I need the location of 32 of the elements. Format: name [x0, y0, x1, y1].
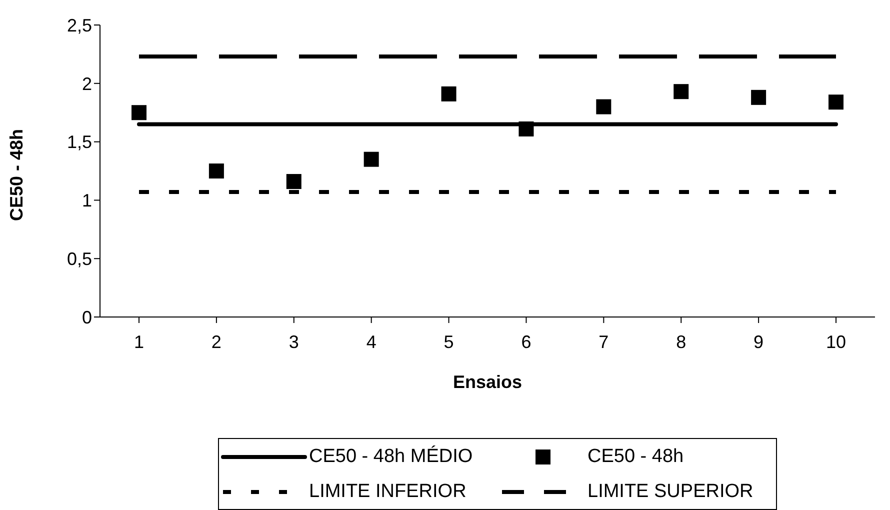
x-tick-label: 8: [676, 332, 686, 352]
x-tick-label: 5: [444, 332, 454, 352]
legend-label: LIMITE SUPERIOR: [588, 480, 754, 502]
x-tick-label: 9: [754, 332, 764, 352]
point: [596, 99, 612, 114]
x-tick-label: 4: [366, 332, 376, 352]
y-tick-label: 1,5: [66, 132, 92, 152]
x-tick-label: 6: [521, 332, 532, 352]
y-tick-label: 2: [82, 74, 92, 94]
point: [208, 164, 224, 178]
legend-label: CE50 - 48h MÉDIO: [309, 446, 473, 468]
point: [286, 174, 302, 190]
x-axis-title: Ensaios: [452, 372, 522, 392]
x-tick-label: 2: [211, 332, 222, 352]
x-tick-label: 7: [598, 332, 609, 352]
point: [364, 152, 379, 167]
x-tick-label: 3: [288, 332, 299, 352]
x-tick-label: 10: [826, 332, 846, 352]
legend-label: CE50 - 48h: [588, 446, 684, 468]
point: [828, 94, 844, 110]
y-tick-label: 0: [82, 307, 92, 328]
y-tick-label: 2,5: [66, 15, 92, 36]
point: [751, 90, 766, 105]
legend-label: LIMITE INFERIOR: [309, 480, 466, 502]
y-axis-title: CE50 - 48h: [6, 128, 26, 221]
point: [674, 84, 689, 100]
x-tick-label: 1: [134, 332, 144, 352]
y-tick-label: 1: [82, 190, 92, 211]
point: [441, 86, 456, 102]
point: [518, 121, 534, 136]
point: [132, 105, 146, 120]
y-tick-label: 0,5: [66, 248, 92, 269]
